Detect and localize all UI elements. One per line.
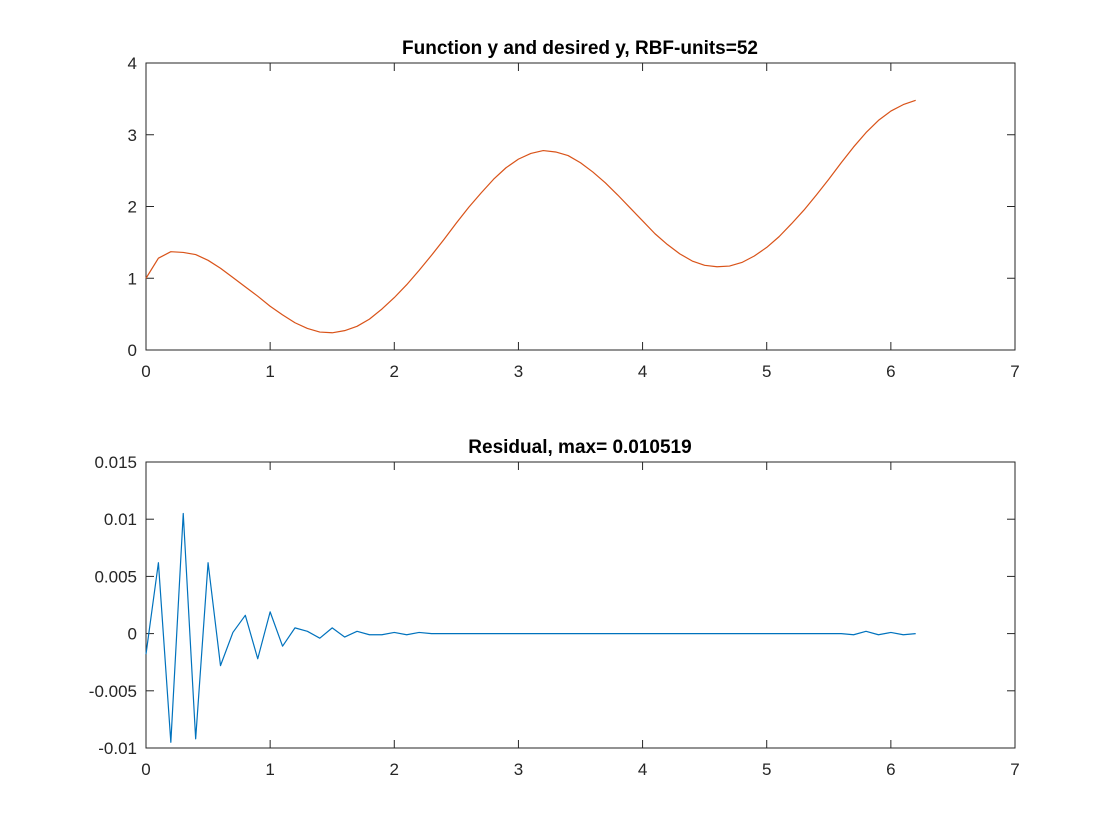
top-plot-y-tick-label: 1	[128, 269, 137, 288]
top-plot-x-tick-label: 0	[141, 362, 150, 381]
top-plot-y-tick-label: 3	[128, 126, 137, 145]
bottom-plot-x-tick-label: 6	[886, 760, 895, 779]
top-plot-series-line	[145, 99, 916, 334]
bottom-plot-x-tick-label: 3	[514, 760, 523, 779]
bottom-plot-axes-box	[145, 461, 1016, 749]
top-plot-series	[145, 99, 916, 334]
top-plot-x-tick-label: 7	[1010, 362, 1019, 381]
bottom-plot-y-tick-label: -0.005	[89, 682, 137, 701]
bottom-plot-x-tick-label: 7	[1010, 760, 1019, 779]
bottom-plot-x-tick-label: 5	[762, 760, 771, 779]
top-plot-x-tick-label: 5	[762, 362, 771, 381]
bottom-plot-x-tick-label: 0	[141, 760, 150, 779]
top-plot-y-tick-label: 0	[128, 341, 137, 360]
bottom-plot-y-tick-label: 0	[128, 625, 137, 644]
bottom-plot-y-tick-label: 0.015	[94, 453, 137, 472]
bottom-plot-series-line	[145, 512, 916, 743]
bottom-plot-x-ticks: 0 1 2 3 4 5 6 7	[141, 462, 1020, 779]
top-subplot: Function y and desired y, RBF-units=52 0…	[128, 38, 1020, 381]
top-plot-x-tick-label: 4	[638, 362, 647, 381]
top-plot-title: Function y and desired y, RBF-units=52	[402, 38, 758, 59]
bottom-plot-y-ticks: -0.01 -0.005 0 0.005 0.01 0.015	[89, 453, 1015, 758]
top-plot-y-tick-label: 2	[128, 198, 137, 217]
top-plot-x-tick-label: 2	[390, 362, 399, 381]
bottom-plot-y-tick-label: 0.01	[104, 510, 137, 529]
bottom-plot-x-tick-label: 2	[390, 760, 399, 779]
bottom-plot-y-tick-label: 0.005	[94, 567, 137, 586]
top-plot-x-tick-label: 6	[886, 362, 895, 381]
top-plot-y-tick-label: 4	[128, 54, 137, 73]
bottom-plot-title: Residual, max= 0.010519	[468, 437, 691, 458]
bottom-plot-x-tick-label: 4	[638, 760, 647, 779]
top-plot-x-tick-label: 3	[514, 362, 523, 381]
bottom-plot-y-tick-label: -0.01	[98, 739, 137, 758]
top-plot-x-ticks: 0 1 2 3 4 5 6 7	[141, 63, 1020, 381]
bottom-plot-x-tick-label: 1	[265, 760, 274, 779]
bottom-plot-series	[145, 512, 916, 743]
top-plot-y-ticks: 0 1 2 3 4	[128, 54, 1015, 360]
top-plot-x-tick-label: 1	[265, 362, 274, 381]
